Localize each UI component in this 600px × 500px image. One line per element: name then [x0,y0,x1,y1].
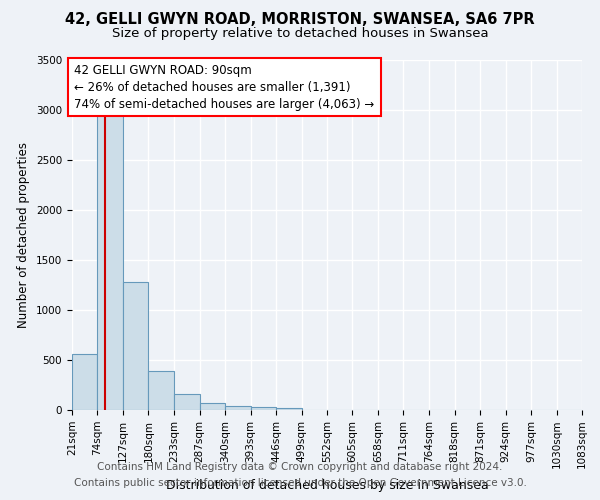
Bar [148,371,174,410]
X-axis label: Distribution of detached houses by size in Swansea: Distribution of detached houses by size … [166,480,488,492]
Bar [225,406,251,410]
Text: 42 GELLI GWYN ROAD: 90sqm
← 26% of detached houses are smaller (1,391)
74% of se: 42 GELLI GWYN ROAD: 90sqm ← 26% of detac… [74,64,374,110]
Bar [72,354,97,410]
Text: Contains public sector information licensed under the Open Government Licence v3: Contains public sector information licen… [74,478,526,488]
Bar [174,394,200,410]
Bar [200,402,225,410]
Text: 42, GELLI GWYN ROAD, MORRISTON, SWANSEA, SA6 7PR: 42, GELLI GWYN ROAD, MORRISTON, SWANSEA,… [65,12,535,28]
Bar [97,80,123,410]
Bar [251,407,276,410]
Text: Contains HM Land Registry data © Crown copyright and database right 2024.: Contains HM Land Registry data © Crown c… [97,462,503,472]
Y-axis label: Number of detached properties: Number of detached properties [17,142,31,328]
Bar [123,282,148,410]
Bar [276,408,302,410]
Text: Size of property relative to detached houses in Swansea: Size of property relative to detached ho… [112,28,488,40]
